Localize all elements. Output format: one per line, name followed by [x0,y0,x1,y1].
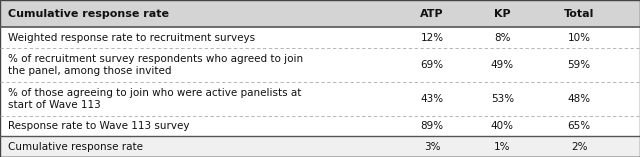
Text: % of those agreeing to join who were active panelists at
start of Wave 113: % of those agreeing to join who were act… [8,88,301,110]
Text: Weighted response rate to recruitment surveys: Weighted response rate to recruitment su… [8,33,255,43]
Text: % of recruitment survey respondents who agreed to join
the panel, among those in: % of recruitment survey respondents who … [8,54,303,76]
Text: 59%: 59% [568,60,591,70]
Text: 40%: 40% [491,121,514,131]
Text: Response rate to Wave 113 survey: Response rate to Wave 113 survey [8,121,189,131]
Text: 10%: 10% [568,33,591,43]
Bar [0,136,640,157]
Text: 69%: 69% [420,60,444,70]
Text: ATP: ATP [420,9,444,19]
Text: Cumulative response rate: Cumulative response rate [8,142,143,152]
Text: 48%: 48% [568,94,591,104]
Text: KP: KP [494,9,511,19]
Text: Cumulative response rate: Cumulative response rate [8,9,169,19]
Text: 49%: 49% [491,60,514,70]
Text: 2%: 2% [571,142,588,152]
Text: 8%: 8% [494,33,511,43]
Text: Total: Total [564,9,595,19]
Text: 1%: 1% [494,142,511,152]
Text: 65%: 65% [568,121,591,131]
Text: 3%: 3% [424,142,440,152]
Bar [0,0,640,27]
Text: 53%: 53% [491,94,514,104]
Text: 12%: 12% [420,33,444,43]
Text: 43%: 43% [420,94,444,104]
Text: 89%: 89% [420,121,444,131]
